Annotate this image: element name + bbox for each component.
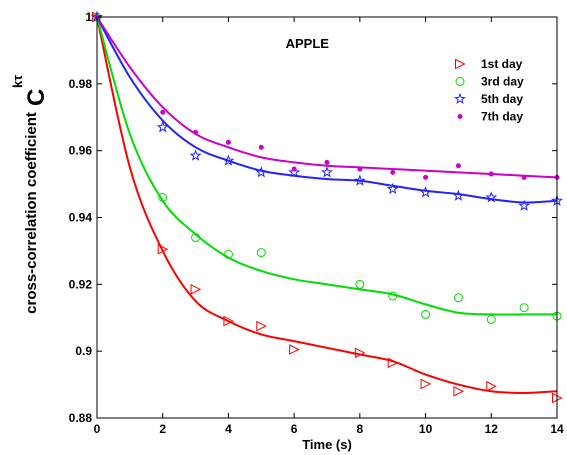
marker-series-3 bbox=[452, 189, 465, 201]
data-markers bbox=[91, 10, 563, 404]
marker-series-2 bbox=[421, 309, 431, 319]
marker-series-1 bbox=[453, 385, 465, 397]
marker-series-2 bbox=[355, 279, 365, 289]
y-tick-label: 0.9 bbox=[75, 344, 92, 358]
y-axis-title-text: cross-correlation coefficient bbox=[23, 112, 40, 314]
fit-line-series-4 bbox=[96, 16, 558, 179]
marker-series-4 bbox=[521, 174, 527, 180]
marker-series-3 bbox=[321, 166, 333, 178]
marker-series-2 bbox=[191, 233, 201, 243]
marker-series-4 bbox=[291, 166, 297, 172]
y-axis-symbol: C bbox=[23, 89, 50, 106]
marker-series-3 bbox=[485, 191, 498, 203]
y-tick-label: 0.92 bbox=[69, 277, 93, 291]
legend-label: 5th day bbox=[481, 92, 523, 106]
y-axis-symbol-superscript: kτ bbox=[10, 75, 25, 88]
legend-label: 3rd day bbox=[481, 75, 524, 89]
marker-series-1 bbox=[223, 315, 235, 327]
x-tick-label: 0 bbox=[94, 422, 101, 436]
legend-marker bbox=[457, 114, 463, 119]
legend-marker bbox=[455, 58, 466, 70]
fit-line-series-2 bbox=[96, 16, 557, 316]
marker-series-1 bbox=[289, 344, 300, 355]
marker-series-3 bbox=[255, 166, 268, 178]
marker-series-3 bbox=[518, 199, 531, 211]
marker-series-2 bbox=[256, 248, 266, 258]
marker-series-1 bbox=[157, 243, 169, 255]
y-tick-label: 0.94 bbox=[69, 211, 93, 225]
marker-series-1 bbox=[486, 380, 497, 392]
x-tick-label: 8 bbox=[357, 422, 364, 436]
marker-series-2 bbox=[453, 293, 463, 303]
marker-series-3 bbox=[189, 149, 202, 161]
marker-series-4 bbox=[225, 139, 231, 145]
x-tick-label: 10 bbox=[419, 422, 433, 436]
marker-series-4 bbox=[160, 109, 166, 115]
marker-series-4 bbox=[258, 144, 264, 150]
marker-series-1 bbox=[256, 320, 267, 332]
y-axis-title: cross-correlation coefficient C kτ bbox=[10, 75, 50, 314]
marker-series-4 bbox=[423, 174, 429, 180]
marker-series-1 bbox=[190, 284, 202, 295]
marker-series-4 bbox=[324, 159, 330, 165]
y-tick-label: 0.98 bbox=[69, 77, 93, 91]
marker-series-4 bbox=[357, 166, 363, 172]
marker-series-2 bbox=[486, 314, 496, 324]
marker-series-4 bbox=[390, 169, 396, 175]
x-axis-ticks: 0 2 4 6 8 10 12 14 bbox=[94, 17, 564, 436]
marker-series-3 bbox=[156, 121, 169, 133]
legend-marker bbox=[455, 77, 465, 86]
marker-series-4 bbox=[193, 129, 199, 135]
marker-series-3 bbox=[288, 166, 301, 178]
marker-series-1 bbox=[387, 357, 399, 369]
y-tick-label: 1 bbox=[85, 10, 92, 24]
y-tick-label: 0.96 bbox=[69, 144, 93, 158]
marker-series-2 bbox=[158, 192, 168, 202]
marker-series-4 bbox=[455, 163, 461, 169]
marker-series-3 bbox=[419, 186, 432, 198]
x-tick-label: 14 bbox=[550, 422, 564, 436]
marker-series-1 bbox=[354, 347, 366, 359]
marker-series-2 bbox=[223, 249, 233, 259]
legend-label: 7th day bbox=[481, 110, 523, 124]
marker-series-3 bbox=[222, 154, 235, 166]
y-axis-ticks: 0.88 0.9 0.92 0.94 0.96 0.98 1 bbox=[69, 10, 557, 425]
fit-curves bbox=[96, 16, 558, 394]
marker-series-3 bbox=[386, 182, 399, 195]
chart-title: APPLE bbox=[286, 36, 330, 51]
marker-series-3 bbox=[353, 174, 366, 186]
marker-series-2 bbox=[519, 303, 529, 313]
fit-line-series-1 bbox=[96, 16, 558, 394]
legend-label: 1st day bbox=[481, 57, 523, 71]
y-tick-label: 0.88 bbox=[69, 411, 93, 425]
x-tick-label: 2 bbox=[159, 422, 166, 436]
fit-line-series-3 bbox=[96, 16, 558, 204]
marker-series-1 bbox=[420, 378, 432, 390]
x-axis-title: Time (s) bbox=[302, 437, 352, 452]
x-tick-label: 6 bbox=[291, 422, 298, 436]
marker-series-4 bbox=[488, 171, 494, 177]
marker-series-2 bbox=[388, 291, 398, 301]
x-tick-label: 12 bbox=[485, 422, 499, 436]
legend: 1st day 3rd day 5th day 7th day bbox=[454, 57, 524, 124]
legend-marker bbox=[454, 92, 466, 105]
x-tick-label: 4 bbox=[225, 422, 232, 436]
